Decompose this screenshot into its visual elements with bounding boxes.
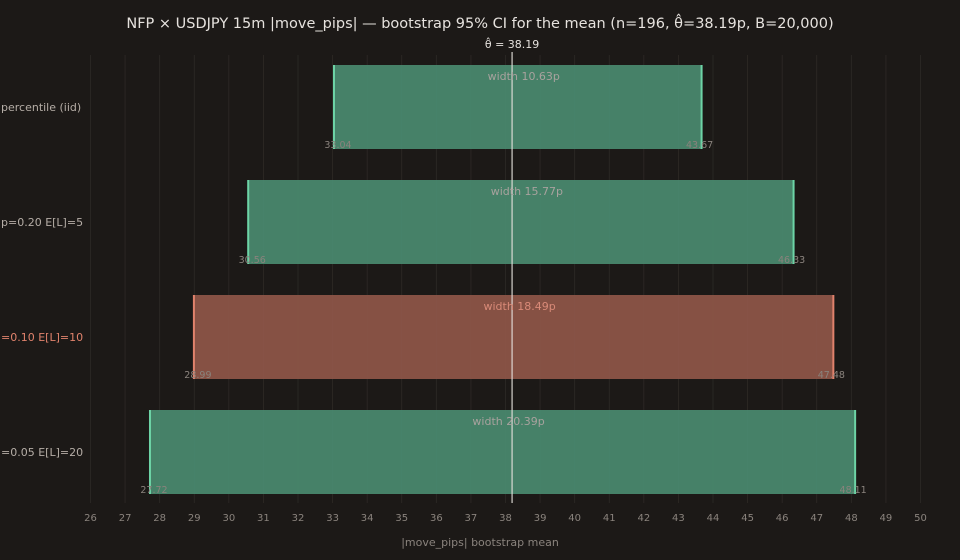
x-tick-label-49: 49 (880, 513, 893, 524)
x-tick-label-36: 36 (430, 513, 443, 524)
x-tick-label-48: 48 (845, 513, 858, 524)
lo-value-label-2: 30.56 (239, 255, 266, 266)
x-tick-label-50: 50 (914, 513, 927, 524)
interval-labels: width 10.63p 33.04 43.67 width 15.77p 30.56 4… (140, 70, 866, 496)
category-label-3: =0.10 E[L]=10 (1, 331, 83, 344)
interval-bars (148, 65, 857, 494)
hi-value-label-2: 46.33 (778, 255, 805, 266)
chart-title: NFP × USDJPY 15m |move_pips| — bootstrap… (126, 13, 833, 32)
x-tick-label-35: 35 (395, 513, 408, 524)
x-tick-label-45: 45 (741, 513, 754, 524)
x-tick-label-46: 46 (776, 513, 789, 524)
hi-value-label-3: 47.48 (818, 370, 845, 381)
width-label-4: width 20.39p (472, 415, 544, 428)
width-label-2: width 15.77p (491, 185, 563, 198)
reference-line-label: θ̂ = 38.19 (485, 37, 539, 51)
width-label-1: width 10.63p (488, 70, 560, 83)
interval-bar-1 (333, 65, 702, 149)
x-tick-label-30: 30 (222, 513, 235, 524)
interval-bar-4 (149, 410, 856, 494)
category-label-4: =0.05 E[L]=20 (1, 446, 83, 459)
category-label-2: p=0.20 E[L]=5 (1, 216, 83, 229)
x-tick-label-44: 44 (707, 513, 720, 524)
x-tick-label-34: 34 (361, 513, 374, 524)
x-axis-ticks: 26 27 28 29 30 31 32 33 34 35 36 37 38 39 40 41 42 43 44 45… (84, 513, 927, 524)
x-tick-label-37: 37 (465, 513, 478, 524)
lo-value-label-1: 33.04 (324, 140, 351, 151)
reference-line-group: θ̂ = 38.19 (485, 37, 539, 503)
x-tick-label-47: 47 (810, 513, 823, 524)
x-tick-label-39: 39 (534, 513, 547, 524)
x-axis-label: |move_pips| bootstrap mean (401, 536, 559, 549)
x-tick-label-32: 32 (292, 513, 305, 524)
x-tick-label-29: 29 (188, 513, 201, 524)
x-tick-label-26: 26 (84, 513, 97, 524)
width-label-3: width 18.49p (483, 300, 555, 313)
x-tick-label-42: 42 (637, 513, 650, 524)
lo-value-label-3: 28.99 (184, 370, 211, 381)
x-tick-label-41: 41 (603, 513, 616, 524)
x-tick-label-33: 33 (326, 513, 339, 524)
x-tick-label-31: 31 (257, 513, 270, 524)
x-tick-label-38: 38 (499, 513, 512, 524)
category-label-1: percentile (iid) (1, 101, 81, 114)
hi-value-label-1: 43.67 (686, 140, 713, 151)
x-tick-label-43: 43 (672, 513, 685, 524)
x-tick-label-40: 40 (568, 513, 581, 524)
interval-bar-2 (248, 180, 794, 264)
lo-value-label-4: 27.72 (140, 485, 167, 496)
x-tick-label-27: 27 (119, 513, 132, 524)
x-tick-label-28: 28 (153, 513, 166, 524)
category-labels: percentile (iid) p=0.20 E[L]=5 =0.10 E[L]=… (1, 101, 83, 459)
interval-bar-3 (193, 295, 834, 379)
hi-value-label-4: 48.11 (840, 485, 867, 496)
